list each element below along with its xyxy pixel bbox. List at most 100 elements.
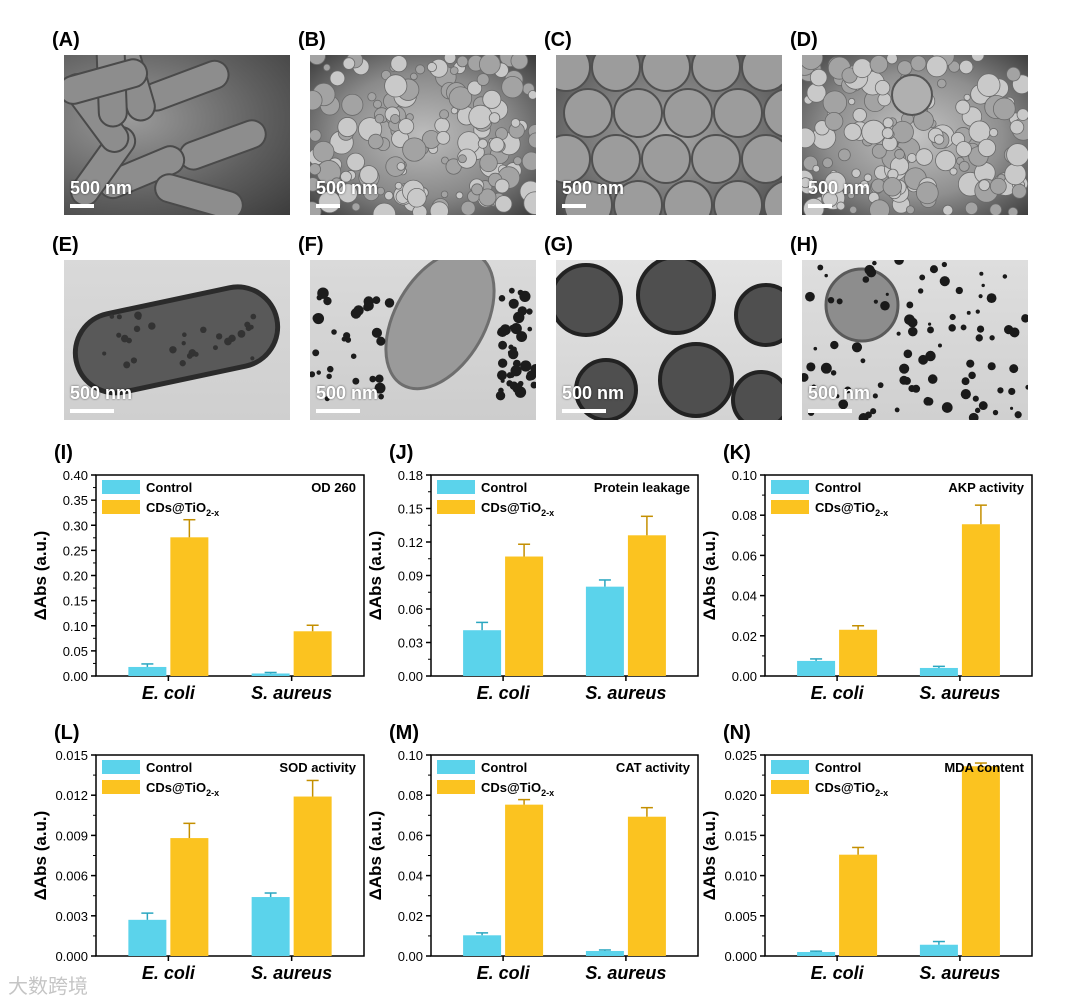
panel-label: (M) [389, 722, 419, 744]
micrograph-tem-cocci: 500 nm [556, 260, 782, 420]
y-tick-label: 0.08 [398, 788, 423, 803]
legend-swatch [771, 780, 809, 794]
x-tick-label: S. aureus [585, 963, 666, 983]
scale-bar-label: 500 nm [70, 383, 133, 403]
scale-bar [316, 204, 340, 208]
legend-swatch [771, 500, 809, 514]
y-tick-label: 0.000 [55, 949, 88, 964]
x-tick-label: E. coli [477, 683, 531, 703]
bar-control [251, 897, 290, 956]
panel-label: (H) [790, 234, 818, 256]
bar-treatment [627, 535, 666, 676]
legend-label: CDs@TiO2-x [815, 500, 888, 518]
y-tick-label: 0.005 [724, 909, 757, 924]
y-tick-label: 0.09 [398, 569, 423, 584]
x-tick-label: E. coli [477, 963, 531, 983]
scale-bar-label: 500 nm [562, 178, 625, 198]
bar-control [128, 666, 167, 676]
bar-treatment [293, 796, 332, 956]
bar-treatment [293, 631, 332, 676]
bar-treatment [839, 854, 878, 956]
y-tick-label: 0.30 [63, 518, 88, 533]
panel-label: (I) [54, 442, 73, 464]
y-tick-label: 0.06 [398, 602, 423, 617]
scale-bar-label: 500 nm [808, 178, 871, 198]
y-tick-label: 0.015 [55, 748, 88, 763]
bar-control [463, 935, 502, 956]
y-axis-label: ΔAbs (a.u.) [700, 811, 719, 901]
panel-label: (B) [298, 29, 326, 51]
y-tick-label: 0.00 [63, 669, 88, 684]
panel-label: (F) [298, 234, 324, 256]
legend-label: Control [481, 760, 527, 775]
x-tick-label: S. aureus [585, 683, 666, 703]
scale-bar-label: 500 nm [808, 383, 871, 403]
scale-bar [70, 409, 114, 413]
y-tick-label: 0.012 [55, 788, 88, 803]
legend-label: Control [815, 760, 861, 775]
y-tick-label: 0.20 [63, 569, 88, 584]
panel-label: (E) [52, 234, 79, 256]
panel-label: (J) [389, 442, 413, 464]
y-tick-label: 0.02 [732, 629, 757, 644]
x-tick-label: E. coli [142, 963, 196, 983]
y-tick-label: 0.00 [398, 949, 423, 964]
bar-control [797, 660, 836, 676]
y-tick-label: 0.18 [398, 468, 423, 483]
legend-swatch [771, 480, 809, 494]
legend-label: CDs@TiO2-x [146, 780, 219, 798]
legend-swatch [102, 480, 140, 494]
panel-label: (K) [723, 442, 751, 464]
y-tick-label: 0.10 [63, 619, 88, 634]
x-tick-label: E. coli [811, 683, 865, 703]
y-tick-label: 0.10 [398, 748, 423, 763]
y-axis-label: ΔAbs (a.u.) [366, 531, 385, 621]
y-tick-label: 0.006 [55, 869, 88, 884]
micrograph-tem-cocci-particles: 500 nm [802, 260, 1028, 420]
y-tick-label: 0.04 [398, 869, 423, 884]
scale-bar [562, 204, 586, 208]
chart-title: AKP activity [948, 480, 1024, 495]
legend-label: CDs@TiO2-x [481, 500, 554, 518]
y-tick-label: 0.35 [63, 493, 88, 508]
panel-label: (N) [723, 722, 751, 744]
y-tick-label: 0.12 [398, 535, 423, 550]
chart-title: MDA content [944, 760, 1024, 775]
legend-label: Control [146, 480, 192, 495]
legend-swatch [437, 780, 475, 794]
micrograph-sem-aggregate: 500 nm [310, 55, 536, 215]
y-tick-label: 0.009 [55, 828, 88, 843]
y-tick-label: 0.020 [724, 788, 757, 803]
y-tick-label: 0.15 [63, 594, 88, 609]
bar-control [919, 667, 958, 676]
micrograph-sem-rods: 500 nm [64, 55, 290, 215]
y-axis-label: ΔAbs (a.u.) [700, 531, 719, 621]
bar-treatment [505, 804, 544, 956]
chart-title: SOD activity [279, 760, 356, 775]
panel-label: (A) [52, 29, 80, 51]
y-axis-label: ΔAbs (a.u.) [31, 811, 50, 901]
bar-control [585, 950, 624, 956]
bar-treatment [627, 816, 666, 956]
bar-treatment [961, 766, 1000, 956]
y-axis-label: ΔAbs (a.u.) [31, 531, 50, 621]
scale-bar [70, 204, 94, 208]
y-tick-label: 0.015 [724, 828, 757, 843]
panel-label: (G) [544, 234, 573, 256]
x-tick-label: E. coli [811, 963, 865, 983]
scale-bar-label: 500 nm [562, 383, 625, 403]
y-tick-label: 0.06 [732, 548, 757, 563]
y-tick-label: 0.06 [398, 828, 423, 843]
legend-swatch [437, 480, 475, 494]
bar-control [919, 944, 958, 956]
y-tick-label: 0.25 [63, 543, 88, 558]
legend-label: Control [146, 760, 192, 775]
scale-bar [808, 204, 832, 208]
micrograph-tem-rod-particles: 500 nm [310, 260, 536, 420]
bar-treatment [961, 524, 1000, 676]
y-tick-label: 0.03 [398, 636, 423, 651]
legend-label: CDs@TiO2-x [146, 500, 219, 518]
panel-label: (C) [544, 29, 572, 51]
y-tick-label: 0.003 [55, 909, 88, 924]
